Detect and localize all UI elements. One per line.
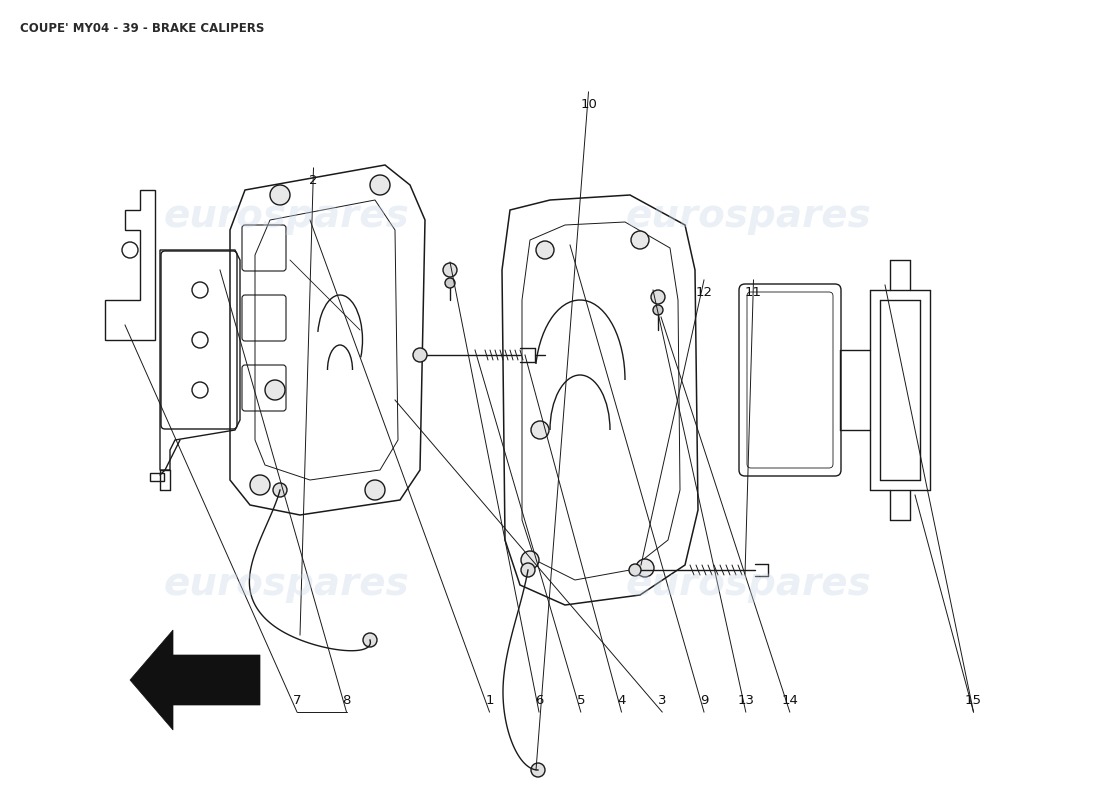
Text: 7: 7 — [293, 694, 301, 706]
Text: 15: 15 — [965, 694, 982, 706]
Bar — [150, 473, 164, 481]
Circle shape — [363, 633, 377, 647]
Text: 2: 2 — [309, 174, 318, 186]
Circle shape — [521, 551, 539, 569]
Text: 14: 14 — [781, 694, 799, 706]
Circle shape — [631, 231, 649, 249]
Circle shape — [651, 290, 666, 304]
Text: 10: 10 — [580, 98, 597, 110]
Text: 12: 12 — [695, 286, 713, 298]
Circle shape — [273, 483, 287, 497]
Circle shape — [265, 380, 285, 400]
Circle shape — [653, 305, 663, 315]
Circle shape — [531, 421, 549, 439]
Circle shape — [250, 475, 270, 495]
Circle shape — [521, 563, 535, 577]
Polygon shape — [130, 630, 260, 730]
Text: 5: 5 — [576, 694, 585, 706]
Circle shape — [629, 564, 641, 576]
Circle shape — [370, 175, 390, 195]
Text: eurospares: eurospares — [625, 565, 871, 603]
Circle shape — [636, 559, 654, 577]
Text: 9: 9 — [700, 694, 708, 706]
Text: 6: 6 — [535, 694, 543, 706]
Text: 11: 11 — [745, 286, 762, 298]
Circle shape — [446, 278, 455, 288]
Text: eurospares: eurospares — [163, 565, 409, 603]
Circle shape — [270, 185, 290, 205]
Circle shape — [443, 263, 456, 277]
Text: 4: 4 — [617, 694, 626, 706]
Text: 8: 8 — [342, 694, 351, 706]
Text: 1: 1 — [485, 694, 494, 706]
Text: 13: 13 — [737, 694, 755, 706]
Text: eurospares: eurospares — [625, 197, 871, 235]
Circle shape — [531, 763, 544, 777]
Circle shape — [536, 241, 554, 259]
Text: COUPE' MY04 - 39 - BRAKE CALIPERS: COUPE' MY04 - 39 - BRAKE CALIPERS — [20, 22, 264, 35]
Text: 3: 3 — [658, 694, 667, 706]
Text: eurospares: eurospares — [163, 197, 409, 235]
Circle shape — [365, 480, 385, 500]
Circle shape — [412, 348, 427, 362]
